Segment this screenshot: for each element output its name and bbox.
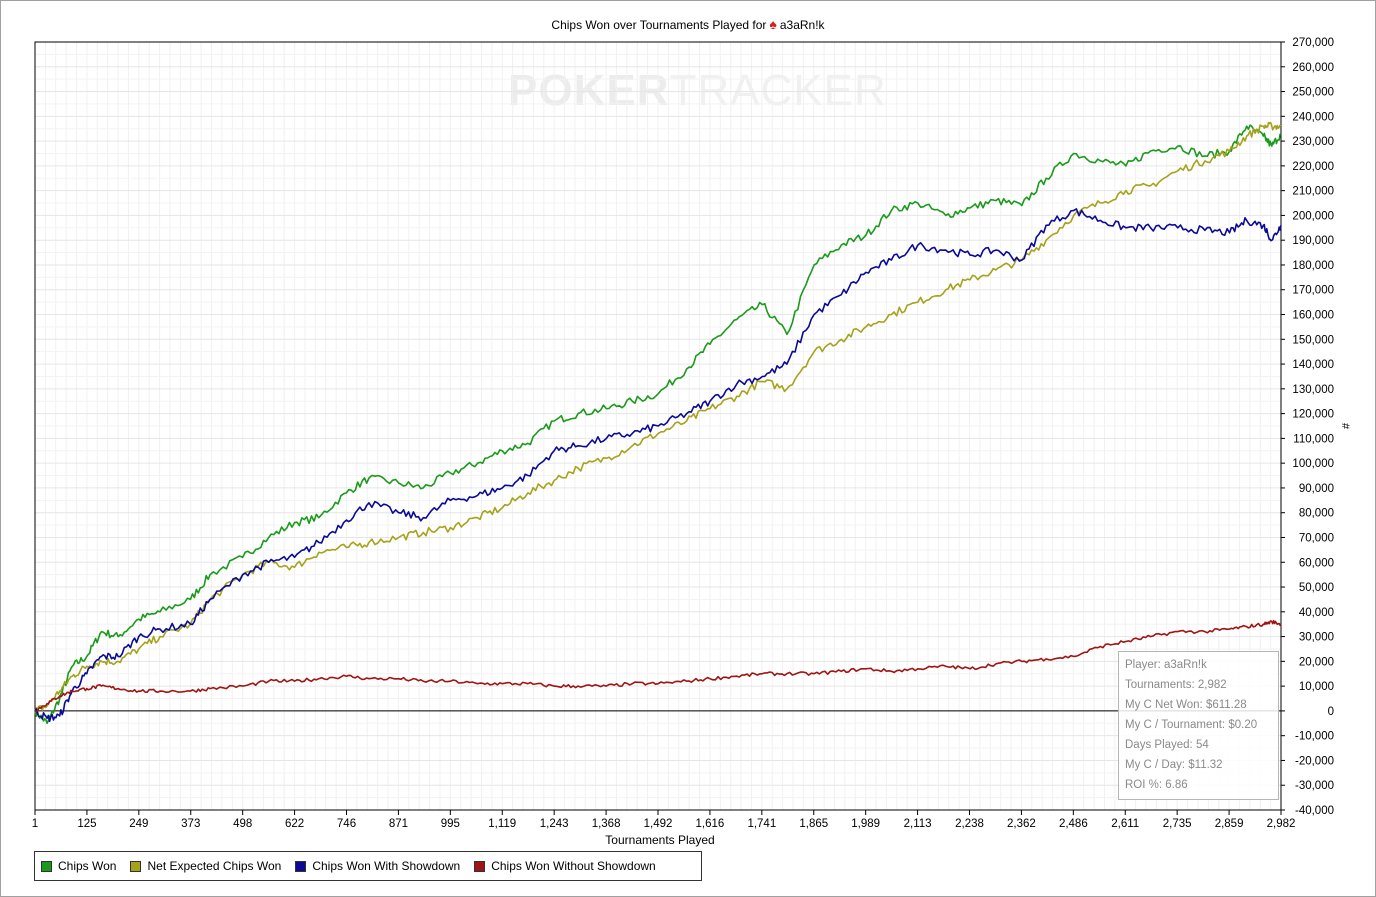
y-tick-label: 250,000 [1292, 87, 1334, 99]
x-tick-label: 1,616 [696, 818, 725, 830]
pokertracker-watermark: POKERTRACKER [508, 66, 887, 116]
x-tick-label: 1,243 [540, 818, 569, 830]
axes: 1 125 249 373 498 622 746 871 995 1,119 1,243 1,368… [32, 37, 1334, 830]
y-tick-label: 240,000 [1292, 111, 1334, 123]
y-tick-label: 10,000 [1299, 681, 1334, 693]
y-tick-label: 140,000 [1292, 359, 1334, 371]
x-tick-label: 871 [389, 818, 408, 830]
series-line-chips-won [34, 124, 1282, 725]
y-tick-label: 270,000 [1292, 37, 1334, 49]
y-tick-label: 20,000 [1299, 656, 1334, 668]
x-tick-label: 746 [337, 818, 356, 830]
spade-icon: ♠ [769, 16, 777, 32]
x-tick-label: 1,989 [851, 818, 880, 830]
x-tick-label: 125 [77, 818, 96, 830]
stat-roi: ROI %: 6.86 [1125, 779, 1188, 791]
y-tick-label: 220,000 [1292, 161, 1334, 173]
watermark-bold: POKER [508, 66, 670, 115]
y-tick-label: 160,000 [1292, 310, 1334, 322]
y-tick-label: 130,000 [1292, 384, 1334, 396]
x-tick-label: 1,119 [488, 818, 516, 830]
x-tick-label: 1,368 [592, 818, 621, 830]
legend-label: Chips Won Without Showdown [491, 859, 656, 873]
chart-title-text: Chips Won over Tournaments Played for [551, 18, 767, 32]
y-tick-label: -20,000 [1295, 755, 1334, 767]
y-tick-label: 30,000 [1299, 632, 1334, 644]
y-tick-label: 50,000 [1299, 582, 1334, 594]
stat-per-tournament: My C / Tournament: $0.20 [1125, 719, 1258, 731]
series-line-chips-won-with-showdown [34, 208, 1282, 723]
y-tick-label: 200,000 [1292, 210, 1334, 222]
y-tick-label: 90,000 [1299, 483, 1334, 495]
stat-player: Player: a3aRn!k [1125, 659, 1207, 671]
y-axis-label: # [1339, 422, 1352, 430]
stat-days-played: Days Played: 54 [1125, 739, 1209, 751]
chart-legend: Chips Won Net Expected Chips Won Chips W… [34, 851, 702, 881]
x-tick-label: 995 [441, 818, 460, 830]
legend-item-without-showdown[interactable]: Chips Won Without Showdown [474, 859, 656, 873]
grid-lines [35, 41, 1281, 811]
y-tick-label: 100,000 [1292, 458, 1334, 470]
chart-title-player: a3aRn!k [779, 18, 825, 32]
x-tick-label: 1 [32, 818, 38, 830]
legend-swatch-without-showdown [474, 860, 486, 872]
y-tick-label: -10,000 [1295, 731, 1334, 743]
y-tick-label: 80,000 [1299, 508, 1334, 520]
y-tick-label: -40,000 [1295, 805, 1334, 817]
x-tick-label: 2,859 [1215, 818, 1244, 830]
x-tick-label: 1,492 [644, 818, 673, 830]
stat-net-won: My C Net Won: $611.28 [1125, 699, 1247, 711]
x-tick-label: 1,865 [799, 818, 828, 830]
y-tick-label: 210,000 [1292, 186, 1334, 198]
x-tick-label: 2,486 [1059, 818, 1088, 830]
x-tick-label: 2,113 [904, 818, 932, 830]
x-tick-label: 1,741 [747, 818, 776, 830]
x-tick-label: 622 [285, 818, 304, 830]
x-tick-label: 2,611 [1111, 818, 1139, 830]
x-tick-label: 2,238 [955, 818, 984, 830]
y-tick-label: 120,000 [1292, 409, 1334, 421]
legend-swatch-with-showdown [295, 860, 307, 872]
y-tick-label: 40,000 [1299, 607, 1334, 619]
legend-item-net-expected[interactable]: Net Expected Chips Won [130, 859, 281, 873]
legend-label: Net Expected Chips Won [147, 859, 282, 873]
y-tick-label: 190,000 [1292, 235, 1334, 247]
legend-label: Chips Won With Showdown [312, 859, 461, 873]
series-lines [34, 121, 1282, 725]
y-tick-label: 180,000 [1292, 260, 1334, 272]
x-tick-label: 498 [233, 818, 252, 830]
y-tick-label: -30,000 [1295, 780, 1334, 792]
chart-title: Chips Won over Tournaments Played for ♠ a3… [0, 16, 1376, 32]
y-tick-label: 0 [1328, 706, 1334, 718]
y-tick-label: 170,000 [1292, 285, 1334, 297]
x-tick-label: 2,735 [1163, 818, 1192, 830]
stats-tooltip-box: Player: a3aRn!k Tournaments: 2,982 My C … [1118, 651, 1279, 800]
stat-tournaments: Tournaments: 2,982 [1125, 679, 1227, 691]
legend-swatch-net-expected [130, 860, 142, 872]
y-tick-label: 60,000 [1299, 557, 1334, 569]
legend-label: Chips Won [58, 859, 117, 873]
legend-item-with-showdown[interactable]: Chips Won With Showdown [295, 859, 460, 873]
y-tick-label: 150,000 [1292, 334, 1334, 346]
stat-per-day: My C / Day: $11.32 [1125, 759, 1223, 771]
y-tick-label: 70,000 [1299, 532, 1334, 544]
x-tick-label: 373 [181, 818, 200, 830]
y-tick-label: 260,000 [1292, 62, 1334, 74]
x-tick-label: 2,982 [1267, 818, 1296, 830]
watermark-light: TRACKER [669, 66, 887, 115]
y-tick-label: 110,000 [1293, 433, 1334, 445]
x-tick-label: 249 [129, 818, 148, 830]
x-tick-label: 2,362 [1007, 818, 1036, 830]
series-line-chips-won-without-showdown [34, 619, 1282, 713]
x-axis-label: Tournaments Played [605, 833, 715, 847]
legend-swatch-chips-won [41, 860, 52, 872]
y-tick-label: 230,000 [1292, 136, 1334, 148]
legend-item-chips-won[interactable]: Chips Won [41, 859, 116, 873]
